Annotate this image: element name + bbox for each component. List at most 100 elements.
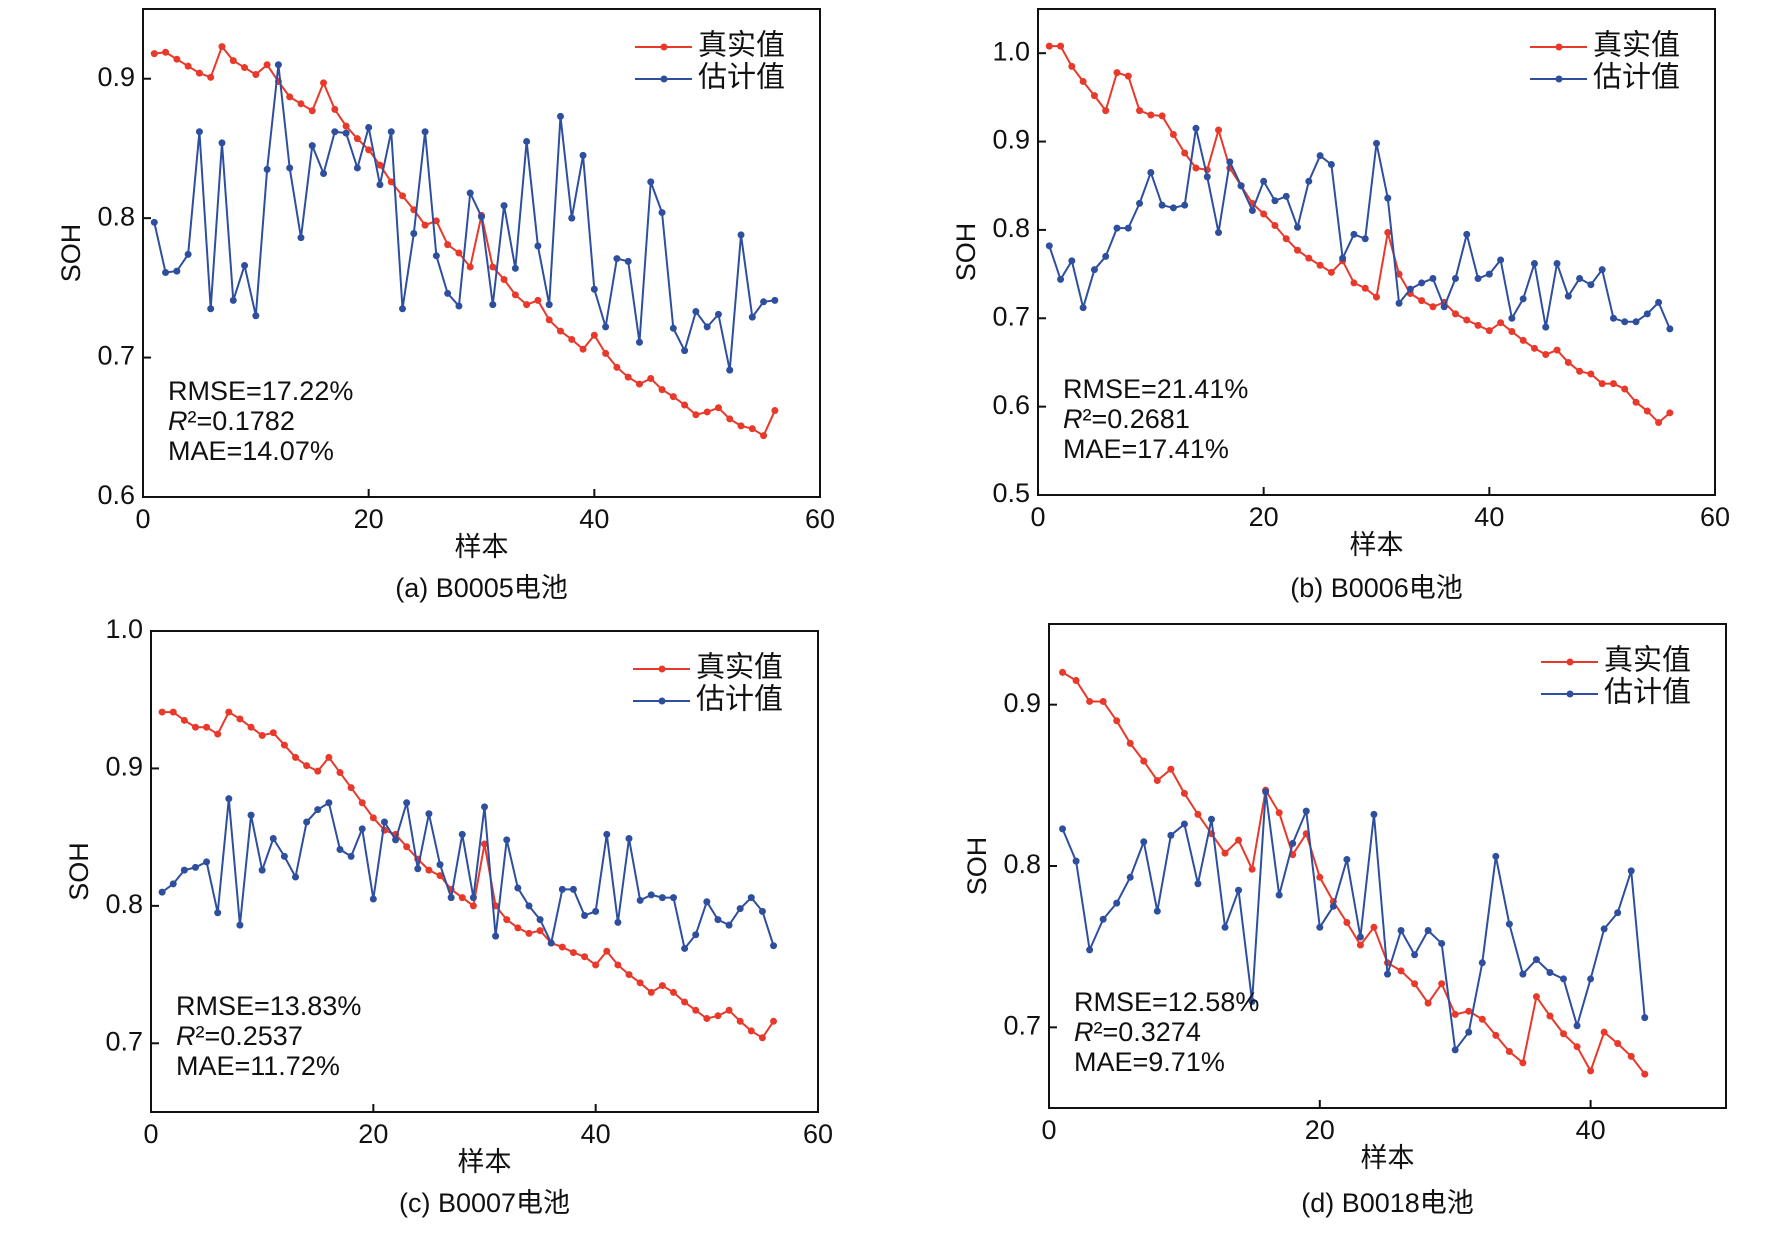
data-point xyxy=(1113,224,1121,232)
data-point xyxy=(399,305,407,313)
data-point xyxy=(568,214,576,222)
legend-marker xyxy=(1555,75,1563,83)
data-point xyxy=(1090,92,1098,100)
data-point xyxy=(1113,899,1121,907)
metric-annotation: RMSE=13.83% xyxy=(176,991,361,1021)
data-point xyxy=(658,386,666,394)
data-point xyxy=(421,221,429,229)
x-tick-label: 20 xyxy=(1249,502,1279,532)
data-point xyxy=(1370,923,1378,931)
data-point xyxy=(636,979,644,987)
data-point xyxy=(1641,1014,1649,1022)
data-point xyxy=(624,373,632,381)
data-point xyxy=(1485,327,1493,335)
data-point xyxy=(1068,257,1076,265)
data-point xyxy=(1573,1043,1581,1051)
data-point xyxy=(1474,275,1482,283)
data-point xyxy=(625,971,633,979)
data-point xyxy=(1181,149,1189,157)
legend-label: 估计值 xyxy=(698,61,785,94)
data-point xyxy=(387,178,395,186)
data-point xyxy=(1564,358,1572,366)
y-tick-label: 0.8 xyxy=(992,213,1030,243)
data-point xyxy=(1102,252,1110,260)
data-point xyxy=(1451,275,1459,283)
x-tick-label: 40 xyxy=(579,504,609,534)
legend-label: 真实值 xyxy=(698,29,785,62)
data-point xyxy=(414,865,422,873)
data-point xyxy=(602,349,610,357)
data-point xyxy=(195,69,203,77)
y-tick-label: 0.7 xyxy=(992,301,1030,331)
plot-frame xyxy=(150,630,819,1113)
data-point xyxy=(1059,668,1067,676)
legend-marker xyxy=(660,75,668,83)
data-point xyxy=(229,57,237,65)
data-point xyxy=(191,863,199,871)
data-point xyxy=(545,301,553,309)
data-point xyxy=(466,189,474,197)
metric-annotation: R²=0.2681 xyxy=(1063,404,1190,434)
data-point xyxy=(292,873,300,881)
series-line xyxy=(1048,128,1671,330)
data-point xyxy=(1411,951,1419,959)
data-point xyxy=(503,916,511,924)
data-point xyxy=(432,252,440,260)
metric-annotation: R²=0.2537 xyxy=(176,1021,303,1051)
data-point xyxy=(703,1015,711,1023)
legend-label: 真实值 xyxy=(1604,644,1691,677)
data-point xyxy=(647,891,655,899)
data-point xyxy=(590,285,598,293)
data-point xyxy=(523,301,531,309)
data-point xyxy=(1440,303,1448,311)
legend-marker xyxy=(660,43,668,51)
y-tick-label: 0.6 xyxy=(992,390,1030,420)
data-point xyxy=(1282,192,1290,200)
data-point xyxy=(150,218,158,226)
data-point xyxy=(1627,867,1635,875)
data-point xyxy=(669,324,677,332)
data-point xyxy=(1343,856,1351,864)
data-point xyxy=(1429,275,1437,283)
data-point xyxy=(1305,177,1313,185)
y-tick-label: 0.5 xyxy=(992,478,1030,508)
data-point xyxy=(353,164,361,172)
data-point xyxy=(1316,261,1324,269)
data-point xyxy=(525,902,533,910)
panel-caption: (b) B0006电池 xyxy=(1290,573,1463,603)
data-point xyxy=(726,366,734,374)
metric-annotation: MAE=11.72% xyxy=(176,1051,340,1081)
data-point xyxy=(1643,310,1651,318)
data-point xyxy=(592,961,600,969)
legend-marker xyxy=(658,665,666,673)
y-tick-label: 0.9 xyxy=(105,752,143,782)
data-point xyxy=(1587,1067,1595,1075)
data-point xyxy=(1395,299,1403,307)
data-point xyxy=(714,916,722,924)
y-tick-label: 0.6 xyxy=(97,480,135,510)
x-axis-label: 样本 xyxy=(455,532,509,562)
metric-annotation: MAE=17.41% xyxy=(1063,434,1229,464)
data-point xyxy=(514,924,522,932)
data-point xyxy=(286,164,294,172)
data-point xyxy=(1090,266,1098,274)
data-point xyxy=(1553,259,1561,267)
data-point xyxy=(252,312,260,320)
data-point xyxy=(1497,319,1505,327)
legend-marker xyxy=(1566,658,1574,666)
data-point xyxy=(614,961,622,969)
data-point xyxy=(478,213,485,221)
metric-annotation: MAE=14.07% xyxy=(168,436,334,466)
data-point xyxy=(1294,223,1302,231)
data-point xyxy=(1136,199,1144,207)
y-tick-label: 0.7 xyxy=(1003,1010,1041,1040)
data-point xyxy=(1397,967,1405,975)
data-point xyxy=(369,895,377,903)
data-point xyxy=(1169,204,1177,212)
series-line xyxy=(162,710,775,1040)
data-point xyxy=(514,884,522,892)
data-point xyxy=(1542,351,1550,359)
data-point xyxy=(1587,281,1595,289)
data-point xyxy=(399,192,407,200)
